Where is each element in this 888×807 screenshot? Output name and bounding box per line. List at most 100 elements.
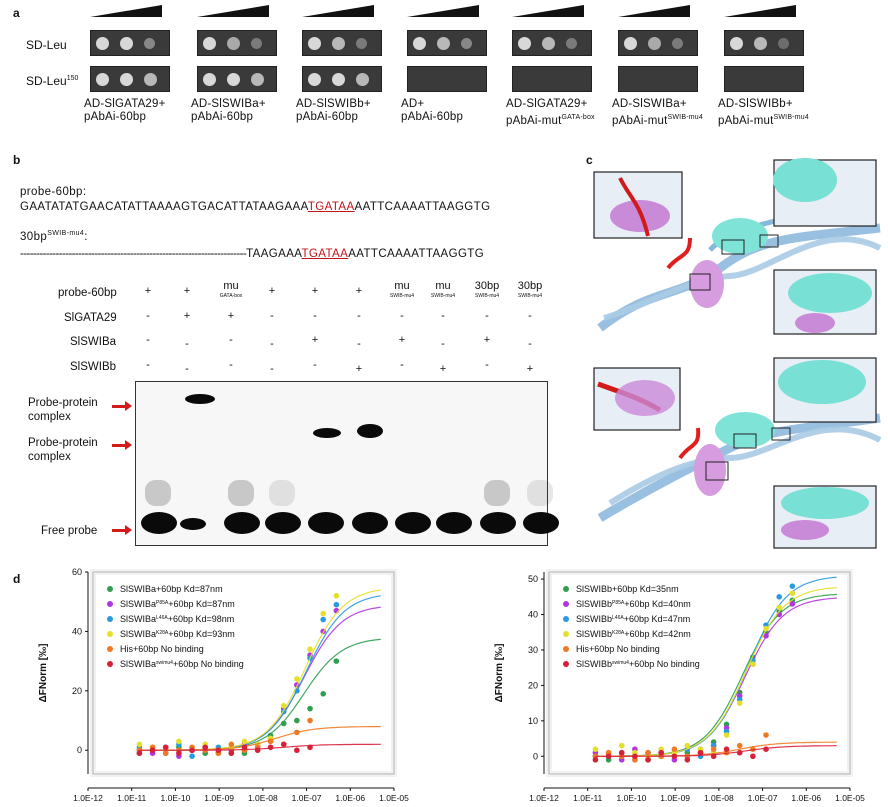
- data-point: [750, 661, 756, 667]
- gata29-sign-lane-2: +: [183, 310, 191, 322]
- strain-label-line1: AD-SlGATA29+: [506, 98, 588, 110]
- x-tick-label: 1.0E-10: [617, 793, 647, 803]
- lane-header-8: mu: [435, 280, 451, 292]
- swiba-sign-lane-1: -: [146, 334, 150, 346]
- yeast-spot: [251, 38, 262, 49]
- x-tick-label: 1.0E-11: [117, 793, 146, 803]
- yeast-plate-row-2: [302, 66, 382, 92]
- data-point: [592, 757, 599, 763]
- swiba-sign-lane-7: +: [398, 334, 406, 346]
- lane-header-3: mu: [223, 280, 239, 292]
- legend-marker: [107, 586, 113, 592]
- swibb-sign-lane-9: -: [485, 359, 489, 371]
- gata29-sign-lane-6: -: [357, 310, 361, 322]
- complex-band: [313, 428, 341, 438]
- data-point: [162, 744, 169, 751]
- free-probe-band: [224, 512, 260, 534]
- data-point: [136, 741, 143, 748]
- yeast-spot: [96, 37, 109, 50]
- data-point: [763, 625, 769, 632]
- strain-label-sup: SWIB-mu4: [773, 114, 809, 121]
- swiba-sign-lane-6: -: [357, 338, 361, 350]
- yeast-spot: [624, 37, 637, 50]
- lane-header-4: +: [268, 285, 276, 297]
- inset-mid-right-cyan: [788, 273, 872, 313]
- protein-dna-structures: [593, 158, 882, 549]
- data-point: [320, 610, 326, 617]
- data-point: [763, 746, 769, 752]
- probe2-seq-pre: TAAGAAA: [246, 248, 302, 260]
- probe-smear: [228, 480, 254, 506]
- legend-marker: [107, 601, 113, 607]
- legend-label: SlSWIBbK28A+60bp Kd=42nm: [576, 629, 691, 639]
- gata29-sign-lane-7: -: [400, 310, 404, 322]
- legend-marker: [563, 616, 569, 622]
- dna-helix-top-b: [603, 236, 882, 321]
- dilution-triangle: [724, 5, 796, 17]
- gata29-sign-lane-8: -: [441, 310, 445, 322]
- data-point: [763, 732, 769, 738]
- y-tick-label: 20: [528, 680, 538, 690]
- legend-label: SlSWIBaswimu4+60bp No binding: [120, 659, 244, 669]
- strain-label-line1: AD-SlGATA29+: [84, 98, 166, 110]
- gata29-sign-lane-4: -: [270, 310, 274, 322]
- probe2-seq-motif: TGATAA: [301, 248, 349, 260]
- probe-sequence: GAATATATGAACATATTAAAAGTGACATTATAAGAAATGA…: [20, 201, 490, 213]
- yeast-plate-row-2: [90, 66, 170, 92]
- probe-seq-motif: TGATAA: [307, 201, 355, 213]
- y-tick-label: 10: [528, 716, 538, 726]
- protein-surface-cyan-bottom: [715, 412, 775, 448]
- panel-a-letter: a: [13, 6, 20, 20]
- probe2-dashes: ----------------------------------------…: [20, 248, 247, 260]
- complex1-line1: Probe-protein: [28, 397, 98, 409]
- yeast-spot: [672, 38, 683, 49]
- lane-header-6: +: [355, 285, 363, 297]
- free-probe-arrow: [112, 525, 132, 535]
- y-tick-label: 0: [533, 751, 538, 761]
- emsa-row-swiba: SlSWIBa: [70, 336, 117, 348]
- free-probe-band: [523, 512, 559, 534]
- legend-label: SlSWIBa+60bp Kd=87nm: [120, 584, 223, 594]
- panel-d-letter: d: [13, 572, 21, 586]
- data-point: [162, 750, 169, 757]
- emsa-row-swibb: SlSWIBb: [70, 361, 117, 373]
- free-probe-band: [308, 512, 344, 534]
- mst-chart-swiba: 0 20 40 60 1.0E-12 1.0E-11 1.0E-10 1.0E-09 1.0E-…: [38, 567, 409, 803]
- data-point: [710, 753, 717, 760]
- yeast-spot: [308, 37, 321, 50]
- dna-helix-bottom-a: [597, 413, 881, 522]
- data-point: [697, 749, 704, 756]
- yeast-spot: [413, 37, 426, 50]
- strain-label: AD-SlGATA29+ pAbAi-mutGATA-box: [506, 98, 595, 128]
- data-point: [280, 702, 287, 709]
- data-point: [592, 746, 599, 752]
- zoom-box-top-1: [689, 273, 711, 291]
- lane-header-2: +: [183, 285, 191, 297]
- lane-header-sub-8: SWIB-mu4: [430, 293, 456, 299]
- x-tick-label: 1.0E-06: [335, 793, 365, 803]
- yeast-plate-row-1: [724, 30, 804, 56]
- data-point: [294, 717, 300, 724]
- data-point: [723, 732, 730, 738]
- data-point: [671, 753, 678, 760]
- zoom-box-bottom-3: [771, 427, 791, 441]
- yeast-spot: [203, 37, 216, 50]
- strain-label-sup: SWIB-mu4: [667, 114, 703, 121]
- strain-label-sup: GATA-box: [561, 114, 595, 121]
- data-point: [307, 717, 313, 724]
- x-tick-label: 1.0E-07: [748, 793, 778, 803]
- probe-smear: [145, 480, 171, 506]
- bottom-model: [593, 357, 882, 549]
- probe2-label-base: 30bp: [20, 230, 48, 243]
- plot-shadow: [90, 569, 397, 777]
- yeast-spot: [518, 37, 531, 50]
- inset-bottom-right-top-cyan: [778, 360, 866, 404]
- yeast-spot: [730, 37, 743, 50]
- complex-band: [185, 394, 215, 404]
- motif-dna-bottom: [678, 427, 701, 460]
- swiba-sign-lane-5: +: [311, 334, 319, 346]
- complex1-label: Probe-protein complex: [28, 396, 98, 424]
- yeast-plate-row-2: [512, 66, 592, 92]
- data-point: [605, 753, 612, 760]
- gata29-sign-lane-5: -: [313, 310, 317, 322]
